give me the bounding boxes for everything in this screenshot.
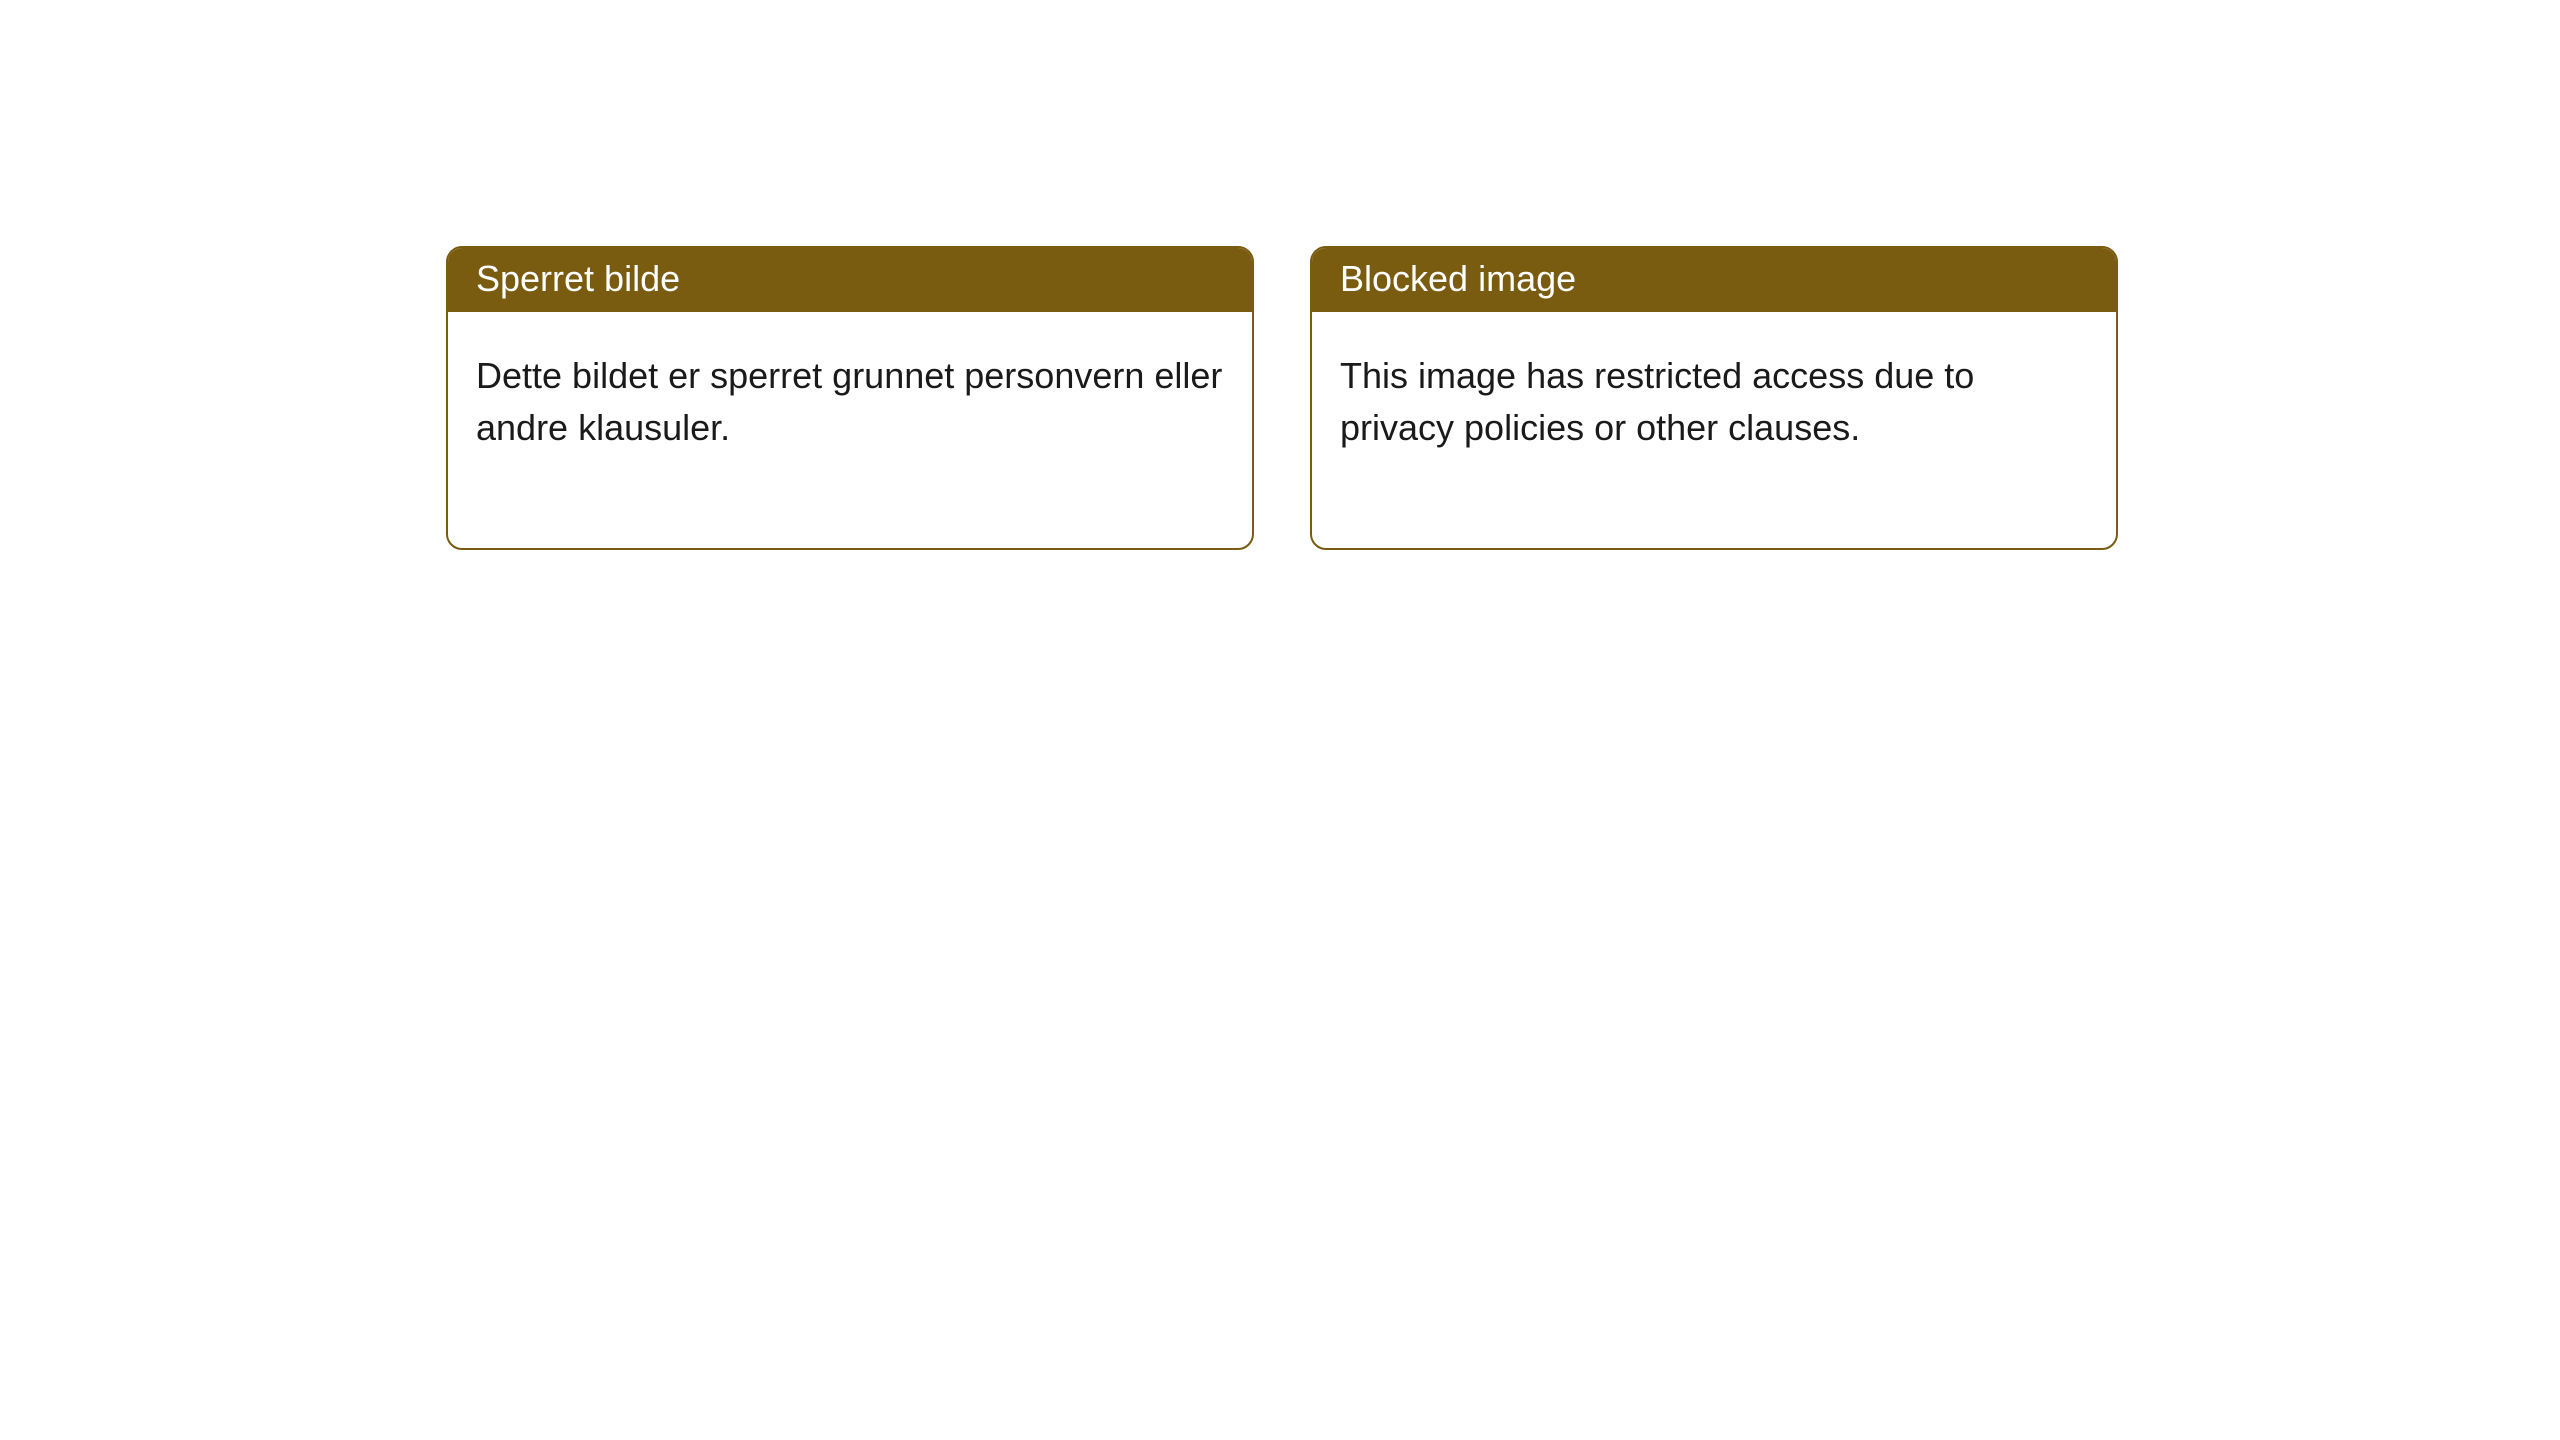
- card-title-no: Sperret bilde: [448, 248, 1252, 312]
- card-body-no: Dette bildet er sperret grunnet personve…: [448, 312, 1252, 548]
- card-body-en: This image has restricted access due to …: [1312, 312, 2116, 548]
- notice-container: Sperret bilde Dette bildet er sperret gr…: [446, 246, 2118, 550]
- card-title-en: Blocked image: [1312, 248, 2116, 312]
- blocked-image-card-en: Blocked image This image has restricted …: [1310, 246, 2118, 550]
- blocked-image-card-no: Sperret bilde Dette bildet er sperret gr…: [446, 246, 1254, 550]
